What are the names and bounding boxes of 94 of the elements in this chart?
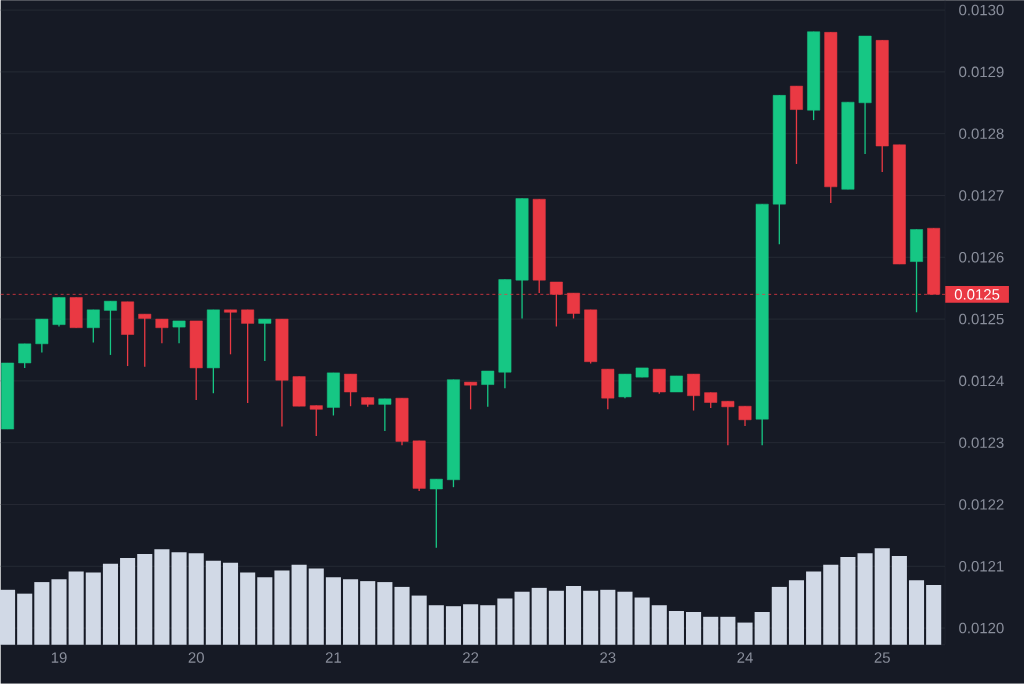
x-tick-label: 21 xyxy=(325,652,341,663)
bar xyxy=(514,591,530,645)
bar xyxy=(548,590,564,645)
bar xyxy=(908,580,925,645)
candlestick xyxy=(258,318,272,362)
bar xyxy=(257,577,273,645)
bar xyxy=(240,572,256,645)
bar xyxy=(0,589,16,645)
bar xyxy=(291,564,307,645)
bar xyxy=(840,557,856,645)
y-tick-label: 0.0120 xyxy=(959,622,1004,634)
bar xyxy=(411,595,427,645)
bar xyxy=(394,587,410,645)
candlestick xyxy=(652,368,666,395)
bar xyxy=(102,563,118,645)
candlestick xyxy=(618,373,632,399)
bar xyxy=(325,577,341,645)
candlestick xyxy=(687,373,700,412)
candlestick xyxy=(790,85,803,165)
candlestick xyxy=(464,381,478,411)
bar xyxy=(120,558,136,645)
x-tick-label: 19 xyxy=(51,652,67,663)
x-tick-label: 22 xyxy=(463,652,479,663)
bar xyxy=(720,616,736,645)
bar xyxy=(463,604,479,645)
y-tick-label: 0.0121 xyxy=(959,561,1004,572)
y-tick-label: 0.0122 xyxy=(959,499,1004,510)
candlestick xyxy=(172,320,186,344)
bar xyxy=(222,562,239,645)
y-tick-label: 0.0128 xyxy=(959,128,1004,140)
bar xyxy=(68,571,84,645)
bar xyxy=(51,579,67,645)
y-tick-label: 0.0126 xyxy=(959,252,1004,263)
bar xyxy=(926,585,942,645)
y-tick-label: 0.0130 xyxy=(959,4,1004,16)
bar xyxy=(343,579,359,645)
bar xyxy=(754,612,770,645)
bar xyxy=(651,605,667,645)
x-tick-label: 25 xyxy=(874,652,890,663)
bar xyxy=(171,552,187,645)
bar xyxy=(737,622,753,645)
x-tick-label: 20 xyxy=(188,652,204,663)
bar xyxy=(703,616,719,645)
bar xyxy=(377,582,393,645)
bar xyxy=(668,611,684,645)
candlestick xyxy=(86,309,100,344)
candlestick xyxy=(138,313,152,368)
bar xyxy=(600,589,616,645)
bar xyxy=(85,572,101,645)
bar xyxy=(686,612,702,645)
bar xyxy=(137,554,153,645)
bar xyxy=(565,586,582,645)
bar xyxy=(617,591,633,645)
y-tick-label: 0.0125 xyxy=(959,313,1004,325)
candlestick xyxy=(104,300,117,356)
bar xyxy=(788,580,805,645)
bar xyxy=(806,571,822,645)
y-tick-label: 0.0127 xyxy=(959,190,1004,201)
bar xyxy=(274,570,290,645)
x-tick-label: 23 xyxy=(600,652,616,663)
y-tick-label: 0.0123 xyxy=(959,437,1004,449)
bar xyxy=(428,605,444,645)
bar xyxy=(360,581,376,645)
candlestick xyxy=(309,405,323,437)
candlestick xyxy=(224,309,237,356)
candlestick xyxy=(738,405,752,427)
bar xyxy=(497,598,513,645)
bar xyxy=(205,560,221,645)
bar xyxy=(445,606,462,645)
candlestick xyxy=(721,400,735,446)
bar xyxy=(154,549,170,645)
bar xyxy=(857,553,873,645)
bar xyxy=(531,587,547,645)
bar xyxy=(583,590,599,645)
bar xyxy=(308,568,324,645)
candlestick xyxy=(429,478,443,549)
bar xyxy=(17,593,33,645)
bar xyxy=(823,564,839,645)
candlestick xyxy=(155,318,169,344)
candlestick xyxy=(481,370,495,408)
x-tick-label: 24 xyxy=(737,652,753,663)
candlestick xyxy=(241,309,255,404)
candlestick xyxy=(344,373,357,407)
bar xyxy=(188,553,204,645)
bar xyxy=(634,597,650,645)
bar xyxy=(480,605,496,645)
y-tick-label: 0.0129 xyxy=(959,66,1004,78)
bar xyxy=(891,556,907,645)
bar xyxy=(874,548,890,645)
candlestick xyxy=(378,398,392,432)
y-tick-label: 0.0124 xyxy=(959,375,1004,387)
candlestick xyxy=(18,343,32,369)
bar xyxy=(34,582,50,645)
bar xyxy=(771,587,787,645)
